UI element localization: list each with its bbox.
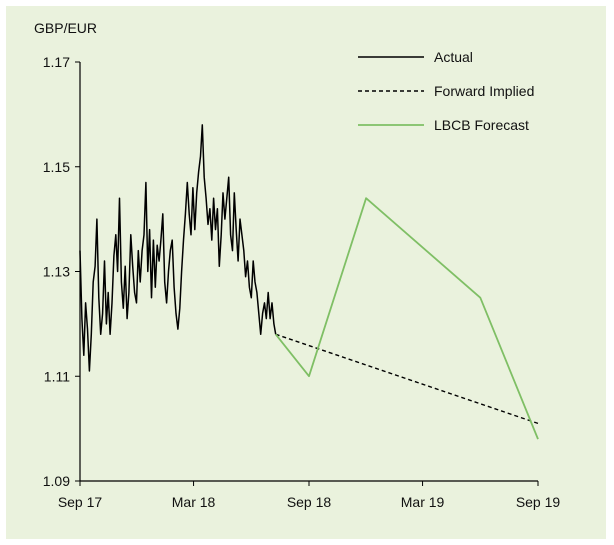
x-tick-label: Mar 19 [401,494,445,510]
x-tick-label: Sep 18 [287,494,332,510]
legend-label-lbcb-forecast: LBCB Forecast [434,117,529,133]
x-tick-label: Sep 17 [58,494,103,510]
legend-label-actual: Actual [434,49,473,65]
y-tick-labels: 1.09 1.11 1.13 1.15 1.17 [43,54,80,489]
series-lines [79,124,539,440]
series-lbcb-forecast-line [274,197,539,440]
chart-area: GBP/EUR 1.09 1.11 1.13 1.15 1.17 Sep 17 Mar 1… [6,6,606,539]
legend-label-forward-implied: Forward Implied [434,83,534,99]
y-tick-label: 1.17 [43,54,70,70]
x-tick-label: Mar 18 [172,494,216,510]
y-tick-label: 1.13 [43,264,70,280]
chart-svg: GBP/EUR 1.09 1.11 1.13 1.15 1.17 Sep 17 Mar 1… [34,20,561,510]
x-tick-label: Sep 19 [516,494,561,510]
series-forward-implied-line [275,333,539,425]
y-tick-label: 1.15 [43,159,70,175]
y-tick-label: 1.09 [43,473,70,489]
y-axis-title: GBP/EUR [34,20,97,36]
y-tick-label: 1.11 [44,368,70,384]
legend: Actual Forward Implied LBCB Forecast [358,49,534,133]
series-actual-line [79,124,277,372]
x-tick-labels: Sep 17 Mar 18 Sep 18 Mar 19 Sep 19 [58,481,561,510]
